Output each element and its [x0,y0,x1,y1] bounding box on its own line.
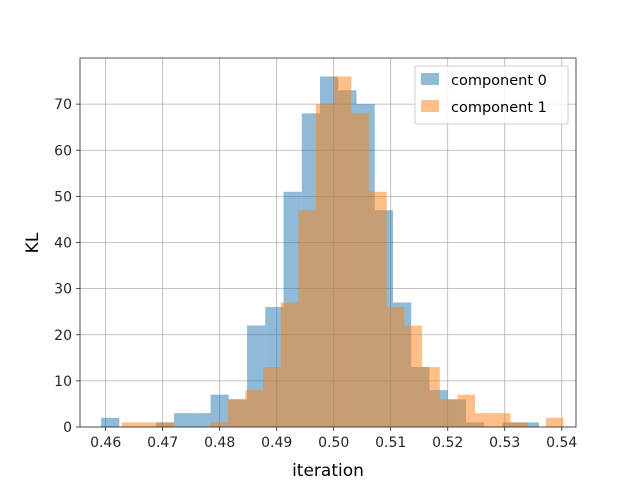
x-tick-label: 0.53 [489,435,520,451]
x-tick-label: 0.47 [147,435,178,451]
y-tick-label: 70 [54,97,72,113]
legend-frame [414,65,569,125]
y-tick-label: 10 [54,374,72,390]
histogram-bar [298,210,317,427]
x-tick-label: 0.54 [546,435,577,451]
histogram-bar [101,417,120,427]
series-component-1 [121,76,564,427]
histogram-bar [227,399,246,427]
histogram-bar [139,422,157,427]
histogram-bar [492,413,511,427]
legend-swatch-component-1 [421,100,439,112]
histogram-bar [316,104,334,427]
histogram-bar [210,394,229,427]
histogram-bar [510,422,529,427]
histogram-bar [245,390,264,427]
histogram-bar [174,413,193,427]
histogram-bar [545,417,564,427]
legend-label-component-0: component 0 [451,73,547,89]
x-axis-ticks: 0.46 0.47 0.48 0.49 0.50 0.51 0.52 0.53 0.54 [90,427,577,451]
y-tick-label: 30 [54,282,72,298]
histogram-bar [209,422,228,427]
legend: component 0 component 1 [414,65,569,125]
x-tick-label: 0.51 [375,435,406,451]
x-tick-label: 0.46 [90,435,121,451]
y-axis-title: KL [23,232,43,253]
histogram-bars [101,76,564,427]
histogram-bar [369,191,387,427]
y-tick-label: 60 [54,143,72,159]
x-tick-label: 0.49 [261,435,292,451]
y-axis-ticks: 0 10 20 30 40 50 60 70 [54,97,80,436]
x-tick-label: 0.52 [432,435,463,451]
histogram-bar [333,76,352,427]
histogram-bar [192,413,211,427]
y-tick-label: 40 [54,236,72,252]
legend-swatch-component-0 [421,73,439,85]
y-tick-label: 0 [63,420,72,436]
histogram-bar [121,422,140,427]
histogram-bar [520,422,539,427]
histogram-bar [263,367,281,427]
histogram-bar [351,113,370,427]
histogram-bar [475,413,493,427]
histogram-bar [422,367,440,427]
x-tick-label: 0.48 [204,435,235,451]
y-tick-label: 50 [54,189,72,205]
histogram-bar [386,307,405,427]
histogram-bar [439,399,458,427]
x-axis-title: iteration [292,461,364,480]
histogram-bar [457,394,476,427]
legend-label-component-1: component 1 [451,100,547,116]
histogram-bar [404,325,423,427]
histogram-bar [156,422,175,427]
x-tick-label: 0.50 [318,435,349,451]
histogram-bar [280,302,299,427]
y-tick-label: 20 [54,328,72,344]
